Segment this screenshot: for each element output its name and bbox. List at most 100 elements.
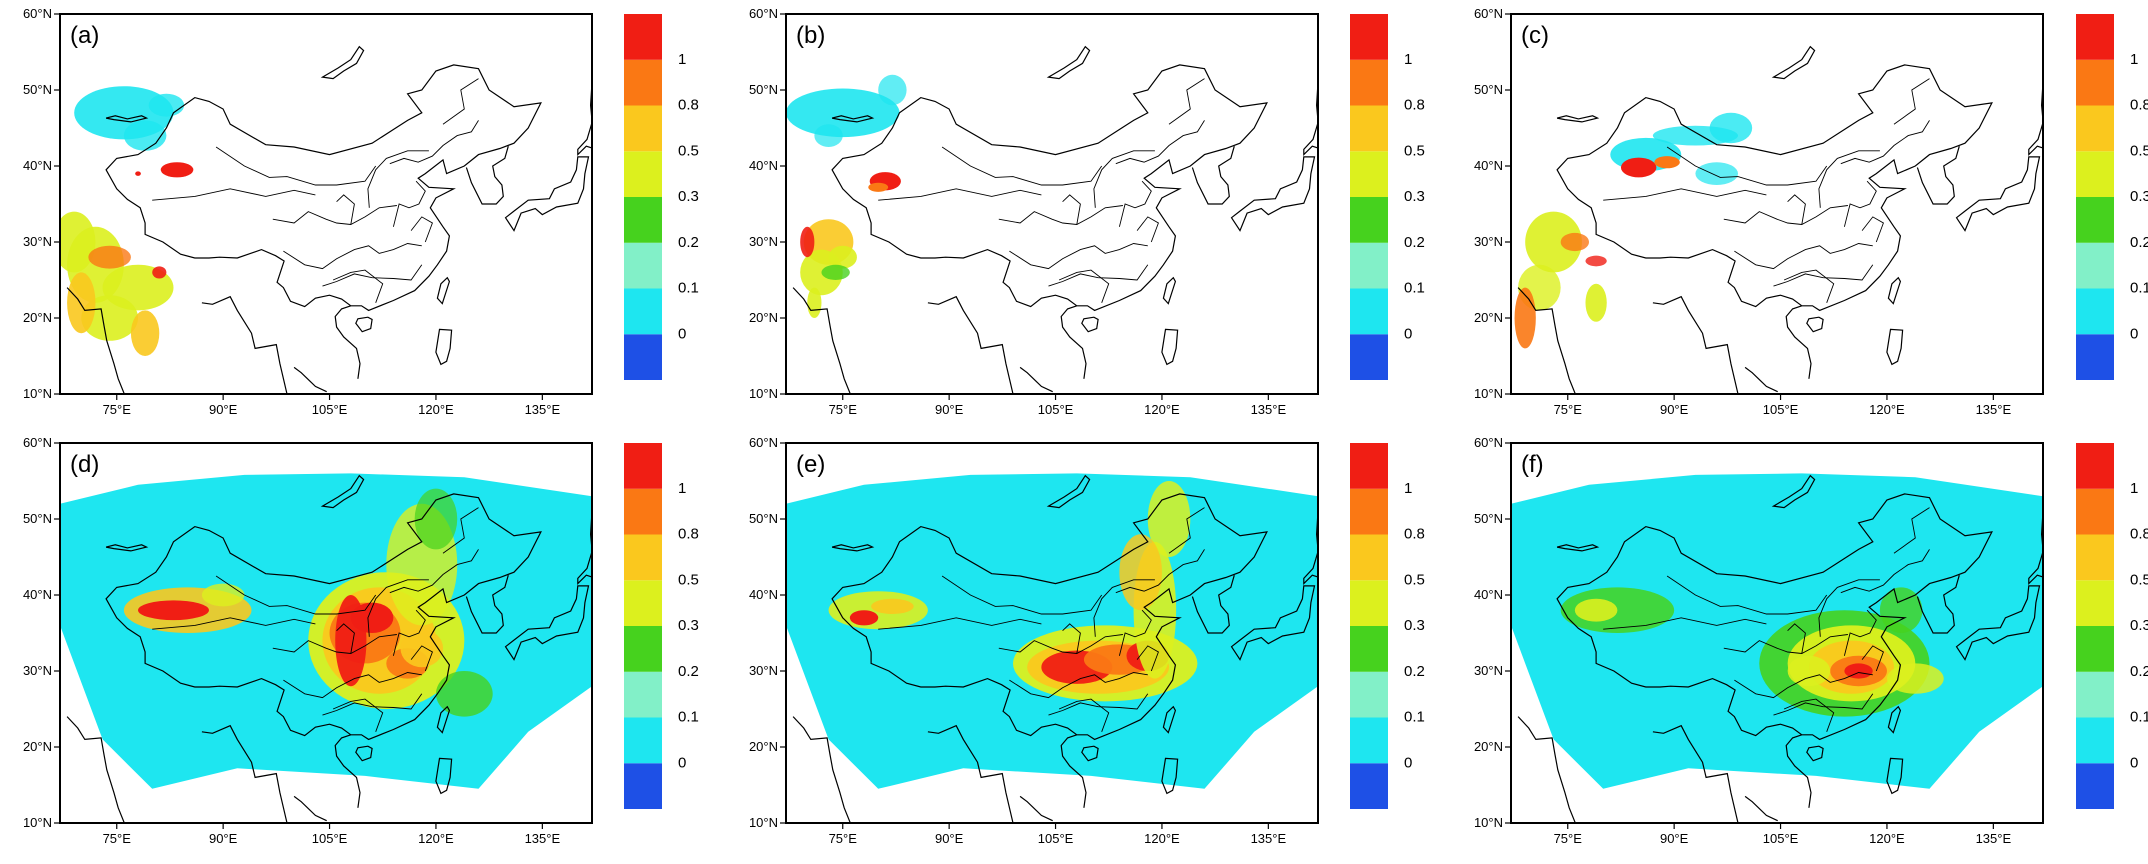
province-border (283, 243, 422, 270)
colorbar: 0 0.1 0.2 0.3 0.5 0.8 1 (1350, 14, 1425, 380)
colorbar-swatch (2076, 197, 2114, 243)
coastline (1162, 276, 1177, 305)
map-frame (1510, 13, 2044, 395)
colorbar-label: 0.1 (1404, 280, 1425, 297)
country-border (105, 64, 542, 312)
lat-tick-label: 50°N (749, 82, 778, 97)
lon-tick-label: 105°E (1763, 402, 1799, 417)
province-border (1893, 78, 1930, 125)
colorbar-swatch (1350, 717, 1388, 764)
colorbar-label: 0.8 (678, 526, 699, 543)
panel-label: (b) (796, 22, 825, 49)
lat-tick-label: 50°N (23, 82, 52, 97)
lat-tick-label: 50°N (23, 511, 52, 526)
colorbar-swatch (2076, 671, 2114, 718)
aod-field-region (1525, 211, 1582, 273)
colorbar-label: 0.5 (2130, 571, 2148, 588)
province-border (1787, 194, 1806, 225)
coastline (465, 146, 509, 205)
province-border (1048, 693, 1149, 716)
province-border (1818, 579, 1880, 637)
aod-field-region (878, 74, 907, 106)
colorbar-swatch (624, 105, 662, 152)
coastline (1556, 544, 1600, 552)
colorbar-swatch (624, 534, 662, 581)
coastline (1886, 757, 1904, 795)
colorbar: 0 0.1 0.2 0.3 0.5 0.8 1 (2076, 14, 2148, 380)
coastline (1230, 585, 1316, 661)
lon-tick-label: 120°E (1144, 831, 1180, 846)
province-border (1062, 623, 1081, 654)
province-border (1093, 150, 1155, 208)
colorbar-label: 0.1 (2130, 709, 2148, 726)
lon-tick-label: 105°E (1763, 831, 1799, 846)
province-border (272, 205, 397, 225)
aod-field-region (1695, 162, 1738, 186)
lon-tick-label: 120°E (1144, 402, 1180, 417)
colorbar-swatch (624, 717, 662, 764)
province-border (1843, 180, 1877, 227)
aod-field-region (135, 171, 141, 176)
aod-field-region (152, 266, 167, 279)
colorbar-label: 1 (678, 51, 686, 68)
coastline (927, 724, 1014, 823)
coastline (1162, 705, 1177, 734)
coastline (201, 295, 288, 394)
coastline (1019, 795, 1053, 822)
lon-tick-label: 90°E (935, 831, 964, 846)
aod-field-region (1709, 112, 1753, 144)
map-frame (59, 13, 593, 395)
lat-tick-label: 20°N (1474, 310, 1503, 325)
colorbar-swatch (1350, 334, 1388, 380)
lat-tick-label: 10°N (1474, 386, 1503, 401)
colorbar-swatch (1350, 763, 1388, 809)
country-border (1556, 64, 1993, 312)
colorbar-swatch (1350, 443, 1388, 489)
map-frame (785, 13, 1319, 395)
coastline (1161, 328, 1179, 366)
coastline (1886, 328, 1904, 366)
colorbar-swatch (1350, 580, 1388, 626)
colorbar-swatch (1350, 197, 1388, 243)
province-border (1818, 150, 1880, 208)
panel-label: (c) (1521, 22, 1549, 49)
coastline (1046, 474, 1091, 509)
province-border (1136, 645, 1159, 672)
colorbar-label: 0 (2130, 754, 2138, 771)
coastline (1303, 124, 1318, 157)
province-border (410, 216, 433, 243)
colorbar-label: 0.2 (1404, 234, 1425, 251)
aod-field-region (1654, 156, 1680, 169)
colorbar-swatch (2076, 626, 2114, 672)
colorbar-label: 0.3 (1404, 617, 1425, 634)
map-panel: 60°N 50°N 40°N 30°N 20°N 10°N 75°E 90°E 105°E 120… (23, 435, 593, 846)
lon-tick-label: 90°E (1660, 402, 1689, 417)
province-border (1861, 645, 1884, 672)
model-domain-field (786, 473, 1318, 789)
lon-tick-label: 135°E (525, 831, 561, 846)
lon-tick-label: 105°E (1038, 402, 1074, 417)
colorbar-label: 1 (1404, 51, 1412, 68)
province-border (322, 264, 423, 287)
colorbar-label: 0.1 (1404, 709, 1425, 726)
province-border (1734, 243, 1873, 270)
lat-tick-label: 30°N (1474, 234, 1503, 249)
aod-field-region (81, 295, 139, 341)
coastline (435, 757, 453, 795)
lon-tick-label: 105°E (1038, 831, 1074, 846)
coastline (1060, 734, 1087, 808)
aod-field-region (807, 287, 822, 318)
map-panel: 60°N 50°N 40°N 30°N 20°N 10°N 75°E 90°E 105°E 120… (749, 6, 1319, 417)
colorbar-swatch (2076, 151, 2114, 197)
province-border (1843, 609, 1877, 656)
coastline (1955, 156, 2041, 232)
panel-label: (a) (70, 22, 99, 49)
country-border (1556, 493, 1993, 741)
aod-field-region (201, 583, 245, 607)
province-border (1666, 146, 1828, 186)
province-border (392, 180, 426, 227)
province-border (1861, 216, 1884, 243)
colorbar-swatch (624, 242, 662, 289)
province-border (272, 634, 397, 654)
province-border (410, 645, 433, 672)
